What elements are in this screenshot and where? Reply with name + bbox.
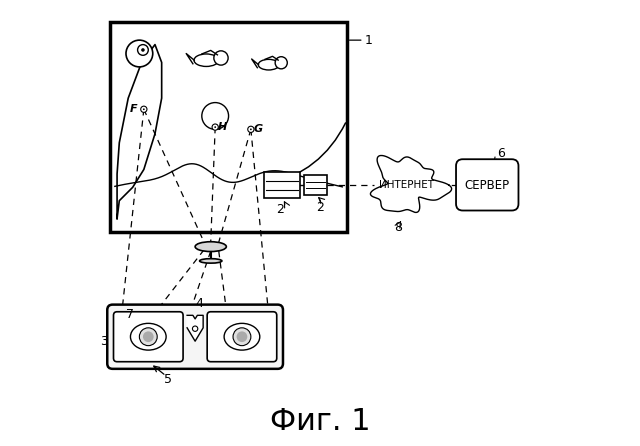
Text: F: F xyxy=(130,104,138,114)
FancyBboxPatch shape xyxy=(108,305,283,369)
Circle shape xyxy=(237,331,247,342)
Text: 4: 4 xyxy=(196,297,204,310)
Circle shape xyxy=(250,128,252,130)
Text: 3: 3 xyxy=(100,334,108,348)
Circle shape xyxy=(248,126,254,132)
Circle shape xyxy=(143,331,154,342)
Text: 5: 5 xyxy=(164,372,172,386)
Circle shape xyxy=(143,108,145,110)
Circle shape xyxy=(141,48,145,52)
Text: H: H xyxy=(218,122,227,132)
Circle shape xyxy=(141,106,147,112)
Text: СЕРВЕР: СЕРВЕР xyxy=(465,178,510,192)
Circle shape xyxy=(126,40,153,67)
Text: Фиг. 1: Фиг. 1 xyxy=(269,407,371,436)
Ellipse shape xyxy=(194,54,218,66)
FancyBboxPatch shape xyxy=(305,175,326,195)
Ellipse shape xyxy=(224,323,260,350)
Text: G: G xyxy=(253,124,262,134)
Circle shape xyxy=(214,51,228,65)
Ellipse shape xyxy=(195,242,227,252)
Ellipse shape xyxy=(200,259,222,263)
Circle shape xyxy=(202,103,228,129)
Ellipse shape xyxy=(233,328,251,346)
Circle shape xyxy=(214,126,216,128)
FancyBboxPatch shape xyxy=(110,22,347,232)
Text: 1: 1 xyxy=(365,33,372,47)
Text: 7: 7 xyxy=(127,308,134,321)
FancyBboxPatch shape xyxy=(264,172,300,198)
Ellipse shape xyxy=(259,59,279,70)
Circle shape xyxy=(275,57,287,69)
Text: ИНТЕРНЕТ: ИНТЕРНЕТ xyxy=(380,180,435,190)
FancyBboxPatch shape xyxy=(207,312,276,362)
Polygon shape xyxy=(371,156,452,212)
Text: 8: 8 xyxy=(394,221,402,234)
FancyBboxPatch shape xyxy=(113,312,183,362)
Polygon shape xyxy=(187,315,203,341)
Text: 2: 2 xyxy=(316,201,324,214)
Ellipse shape xyxy=(131,323,166,350)
FancyBboxPatch shape xyxy=(456,159,518,211)
Circle shape xyxy=(193,326,198,331)
Ellipse shape xyxy=(140,328,157,346)
Circle shape xyxy=(212,124,218,130)
Circle shape xyxy=(138,45,148,55)
Text: 2: 2 xyxy=(276,203,284,216)
Text: 6: 6 xyxy=(497,147,504,161)
